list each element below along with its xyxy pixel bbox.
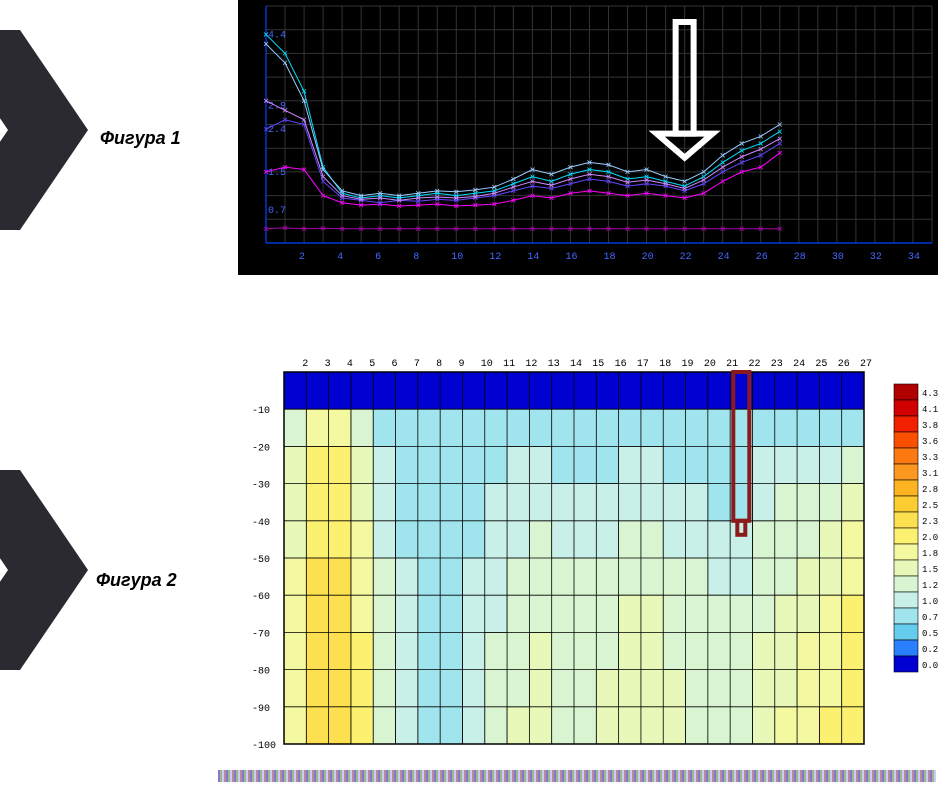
svg-text:12: 12 bbox=[525, 359, 537, 370]
svg-text:2.58: 2.58 bbox=[922, 501, 938, 511]
svg-text:2.84: 2.84 bbox=[922, 485, 938, 495]
svg-text:0.26: 0.26 bbox=[922, 645, 938, 655]
svg-text:2: 2 bbox=[302, 359, 308, 370]
svg-text:12: 12 bbox=[489, 252, 501, 263]
svg-text:24: 24 bbox=[793, 359, 805, 370]
figure-1-label: Фигура 1 bbox=[100, 128, 181, 149]
svg-text:24: 24 bbox=[718, 252, 730, 263]
svg-text:-30: -30 bbox=[252, 481, 270, 492]
svg-text:-50: -50 bbox=[252, 555, 270, 566]
svg-text:8: 8 bbox=[413, 252, 419, 263]
svg-text:4: 4 bbox=[347, 359, 353, 370]
svg-text:30: 30 bbox=[832, 252, 844, 263]
svg-text:22: 22 bbox=[680, 252, 692, 263]
svg-text:28: 28 bbox=[794, 252, 806, 263]
svg-text:3.10: 3.10 bbox=[922, 469, 938, 479]
svg-text:2: 2 bbox=[299, 252, 305, 263]
svg-text:7: 7 bbox=[414, 359, 420, 370]
svg-text:1.55: 1.55 bbox=[922, 565, 938, 575]
svg-text:25: 25 bbox=[815, 359, 827, 370]
chevron-poly bbox=[0, 30, 88, 230]
svg-text:26: 26 bbox=[756, 252, 768, 263]
svg-text:27: 27 bbox=[860, 359, 872, 370]
svg-text:14: 14 bbox=[527, 252, 539, 263]
chevron-top bbox=[0, 30, 88, 230]
svg-text:3: 3 bbox=[325, 359, 331, 370]
svg-text:10: 10 bbox=[481, 359, 493, 370]
svg-text:0.7: 0.7 bbox=[268, 206, 286, 217]
svg-text:-70: -70 bbox=[252, 629, 270, 640]
svg-text:-20: -20 bbox=[252, 443, 270, 454]
svg-text:16: 16 bbox=[615, 359, 627, 370]
svg-text:2.32: 2.32 bbox=[922, 517, 938, 527]
chart-2-svg: 2345678910111213141516171819202122232425… bbox=[238, 350, 938, 758]
svg-text:3.61: 3.61 bbox=[922, 437, 938, 447]
figure-2-label: Фигура 2 bbox=[96, 570, 177, 591]
svg-text:5: 5 bbox=[369, 359, 375, 370]
svg-text:18: 18 bbox=[659, 359, 671, 370]
svg-text:15: 15 bbox=[592, 359, 604, 370]
svg-text:13: 13 bbox=[548, 359, 560, 370]
svg-text:0.52: 0.52 bbox=[922, 629, 938, 639]
svg-text:10: 10 bbox=[451, 252, 463, 263]
svg-text:4.13: 4.13 bbox=[922, 405, 938, 415]
chart-2: 2345678910111213141516171819202122232425… bbox=[238, 350, 938, 758]
svg-text:22: 22 bbox=[748, 359, 760, 370]
svg-text:-80: -80 bbox=[252, 667, 270, 678]
svg-text:-60: -60 bbox=[252, 592, 270, 603]
svg-text:14: 14 bbox=[570, 359, 582, 370]
svg-text:21: 21 bbox=[726, 359, 738, 370]
chart-1: 0.71.52.42.94.42468101214161820222426283… bbox=[238, 0, 938, 275]
svg-text:23: 23 bbox=[771, 359, 783, 370]
svg-text:32: 32 bbox=[870, 252, 882, 263]
svg-text:0.77: 0.77 bbox=[922, 613, 938, 623]
svg-text:1.29: 1.29 bbox=[922, 581, 938, 591]
svg-text:26: 26 bbox=[838, 359, 850, 370]
svg-text:-40: -40 bbox=[252, 518, 270, 529]
svg-text:16: 16 bbox=[565, 252, 577, 263]
svg-text:20: 20 bbox=[704, 359, 716, 370]
svg-text:3.87: 3.87 bbox=[922, 421, 938, 431]
svg-text:4.39: 4.39 bbox=[922, 389, 938, 399]
svg-text:2.06: 2.06 bbox=[922, 533, 938, 543]
svg-text:6: 6 bbox=[375, 252, 381, 263]
svg-text:1.03: 1.03 bbox=[922, 597, 938, 607]
svg-text:19: 19 bbox=[682, 359, 694, 370]
svg-text:11: 11 bbox=[503, 359, 515, 370]
svg-text:8: 8 bbox=[436, 359, 442, 370]
svg-text:-90: -90 bbox=[252, 704, 270, 715]
svg-text:20: 20 bbox=[642, 252, 654, 263]
svg-text:3.35: 3.35 bbox=[922, 453, 938, 463]
decorative-strip bbox=[218, 770, 936, 782]
chart-1-svg: 0.71.52.42.94.42468101214161820222426283… bbox=[240, 2, 936, 273]
svg-text:6: 6 bbox=[392, 359, 398, 370]
svg-text:4: 4 bbox=[337, 252, 343, 263]
svg-text:18: 18 bbox=[604, 252, 616, 263]
chevron-bottom bbox=[0, 470, 88, 670]
chevron-poly bbox=[0, 470, 88, 670]
svg-text:-100: -100 bbox=[252, 741, 276, 752]
svg-text:9: 9 bbox=[458, 359, 464, 370]
svg-text:0.00: 0.00 bbox=[922, 661, 938, 671]
svg-text:1.81: 1.81 bbox=[922, 549, 938, 559]
svg-text:17: 17 bbox=[637, 359, 649, 370]
svg-text:-10: -10 bbox=[252, 406, 270, 417]
svg-text:34: 34 bbox=[908, 252, 920, 263]
